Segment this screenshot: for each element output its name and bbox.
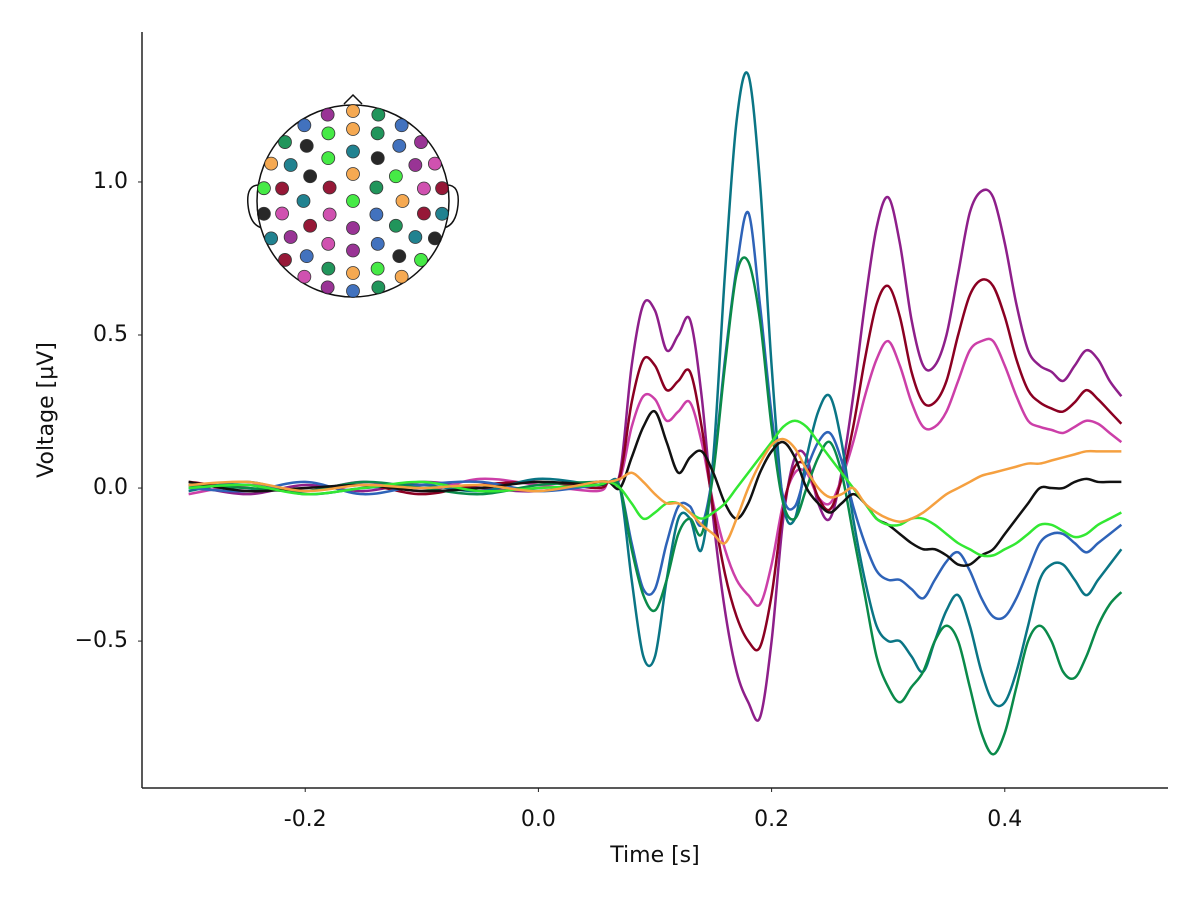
electrode: [427, 231, 442, 246]
electrode: [275, 206, 289, 221]
electrode: [275, 181, 289, 196]
electrode: [371, 107, 386, 122]
y-tick-label: 0.0: [93, 475, 128, 500]
electrode: [388, 218, 403, 233]
electrode: [427, 156, 442, 171]
electrode: [346, 266, 360, 280]
y-tick-label: 0.5: [93, 322, 128, 347]
electrode: [303, 218, 318, 233]
electrode: [320, 280, 335, 295]
electrode: [299, 138, 314, 153]
electrode: [346, 144, 360, 159]
electrode: [414, 135, 428, 149]
topoplot: [246, 93, 460, 298]
electrode: [322, 207, 337, 222]
electrode: [417, 181, 431, 196]
electrode: [417, 206, 431, 221]
electrode: [346, 167, 360, 181]
electrode: [346, 104, 360, 118]
series-line: [188, 409, 1122, 567]
electrode: [370, 236, 385, 251]
electrode: [257, 206, 271, 221]
nose: [343, 93, 363, 105]
series-line: [188, 256, 1123, 756]
ear: [246, 184, 263, 229]
electrode: [322, 180, 337, 195]
y-tick-label: −0.5: [75, 628, 128, 653]
electrode: [283, 158, 298, 172]
electrode: [321, 236, 336, 251]
electrode: [346, 284, 360, 298]
electrode: [370, 261, 385, 276]
electrode: [346, 122, 360, 136]
electrode: [297, 118, 312, 133]
electrode: [435, 181, 449, 196]
electrode: [320, 107, 335, 122]
electrode: [278, 253, 292, 267]
electrode: [297, 269, 312, 284]
electrode: [370, 126, 385, 141]
x-tick-label: 0.0: [521, 807, 556, 832]
electrode: [395, 194, 410, 208]
electrode: [346, 194, 360, 208]
electrode: [321, 126, 336, 141]
electrode: [394, 269, 409, 284]
electrode: [257, 181, 271, 196]
series-group: [188, 71, 1123, 756]
electrode: [346, 221, 360, 235]
electrode: [408, 230, 423, 244]
electrode: [435, 206, 449, 221]
electrode: [283, 230, 298, 244]
y-axis-title: Voltage [µV]: [34, 342, 59, 478]
x-tick-label: -0.2: [284, 807, 327, 832]
electrode: [264, 231, 279, 246]
series-line: [188, 337, 1123, 607]
series-line: [188, 278, 1123, 652]
y-tick-label: 1.0: [93, 169, 128, 194]
series-line: [188, 419, 1122, 558]
electrode: [299, 249, 314, 264]
electrode: [346, 243, 360, 258]
electrode: [321, 151, 336, 166]
electrode: [296, 194, 311, 208]
electrode: [303, 169, 318, 184]
electrode: [264, 156, 279, 171]
electrode: [392, 138, 407, 153]
electrode: [278, 135, 292, 149]
electrode: [369, 180, 384, 195]
electrode: [370, 151, 385, 166]
x-tick-label: 0.4: [987, 807, 1022, 832]
electrode: [414, 253, 428, 267]
electrode: [392, 249, 407, 264]
electrode: [369, 207, 384, 222]
electrode: [371, 280, 386, 295]
electrode: [394, 118, 409, 133]
electrode: [321, 261, 336, 276]
x-axis-title: Time [s]: [609, 843, 699, 868]
x-tick-label: 0.2: [754, 807, 789, 832]
electrode: [408, 158, 423, 172]
ear: [443, 184, 460, 229]
series-line: [188, 437, 1122, 545]
electrode: [388, 169, 403, 184]
